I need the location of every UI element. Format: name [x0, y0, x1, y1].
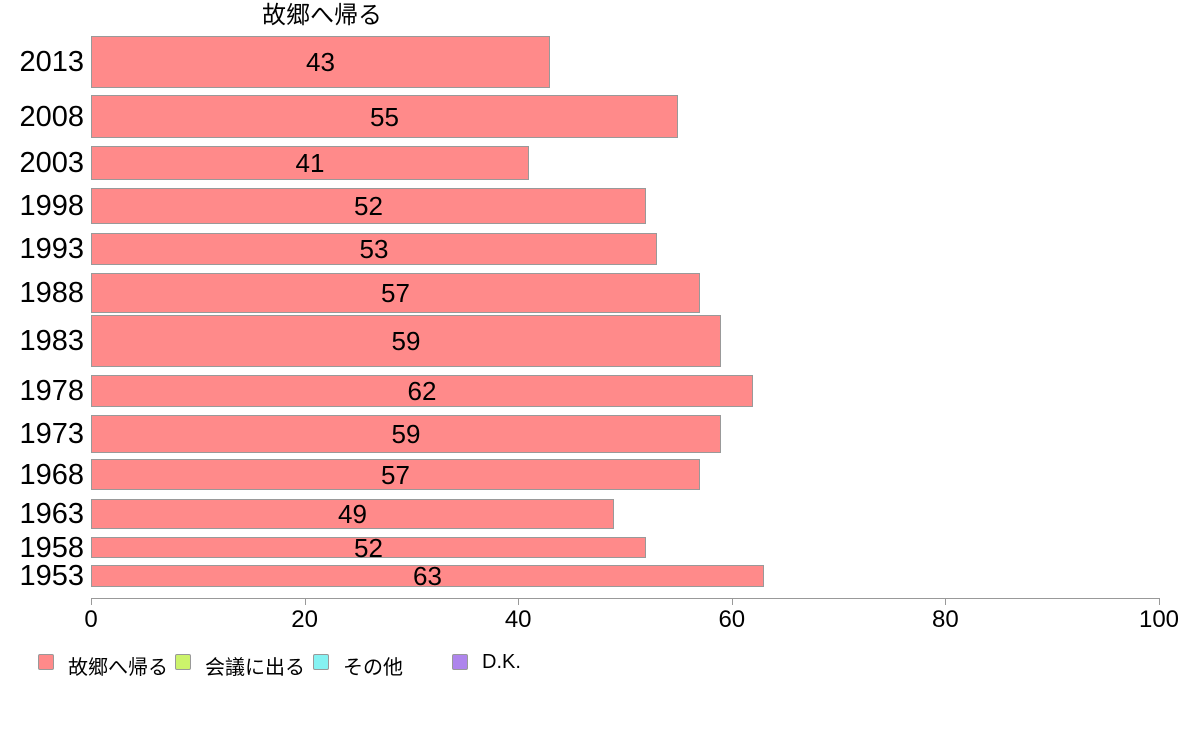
x-axis-tick: [304, 598, 306, 605]
x-axis-line: [91, 598, 1159, 599]
bar-value-label: 53: [359, 234, 389, 264]
bar: 49: [91, 499, 614, 529]
legend-label: 会議に出る: [205, 657, 305, 679]
y-axis-label: 1963: [19, 498, 84, 530]
x-axis-tick: [91, 598, 92, 605]
x-axis-tick: [1159, 598, 1160, 605]
x-axis-tick: [518, 598, 520, 605]
bar-value-label: 57: [381, 278, 410, 308]
bar-value-label: 52: [354, 191, 383, 221]
y-axis-label: 1953: [19, 560, 84, 592]
x-axis-tick-label: 60: [718, 606, 746, 633]
x-axis-tick: [945, 598, 947, 605]
x-axis-tick-label: 40: [504, 606, 532, 633]
bar-value-label: 59: [391, 326, 421, 356]
y-axis-label: 1978: [19, 375, 84, 407]
legend-swatch: [175, 654, 191, 670]
bar-value-label: 62: [407, 376, 437, 406]
bar-value-label: 57: [381, 459, 410, 490]
bar-value-label: 59: [391, 419, 421, 449]
bar: 62: [91, 375, 753, 407]
y-axis-label: 1958: [19, 531, 84, 564]
y-axis-label: 1983: [19, 325, 84, 357]
y-axis-label: 2003: [19, 147, 84, 179]
x-axis-tick-label: 100: [1138, 606, 1180, 633]
x-axis-tick-label: 80: [932, 606, 959, 633]
bar: 52: [91, 533, 646, 563]
y-axis-label: 1968: [19, 458, 84, 491]
x-axis-tick-label: 0: [84, 606, 98, 633]
bar-value-label: 55: [370, 101, 399, 132]
bar: 59: [91, 315, 721, 367]
bar-value-label: 49: [338, 499, 367, 529]
legend-label: 故郷へ帰る: [68, 657, 168, 679]
legend-swatch: [38, 654, 54, 670]
bar: 63: [91, 561, 764, 591]
bar: 43: [91, 36, 550, 88]
legend-swatch: [313, 654, 329, 670]
legend-label: D.K.: [482, 651, 521, 673]
y-axis-label: 1998: [19, 190, 84, 222]
bar: 52: [91, 188, 646, 224]
bar: 41: [91, 146, 529, 180]
bar-value-label: 41: [295, 148, 325, 178]
x-axis-tick: [731, 598, 733, 605]
y-axis-label: 2008: [19, 100, 84, 133]
y-axis-label: 1988: [19, 277, 84, 309]
x-axis-tick-label: 20: [291, 606, 318, 633]
bar-value-label: 63: [413, 561, 442, 591]
y-axis-label: 2013: [19, 46, 84, 78]
bar: 55: [91, 95, 678, 138]
bar: 59: [91, 415, 721, 453]
chart-title: 故郷へ帰る: [262, 2, 382, 29]
y-axis-label: 1993: [19, 233, 84, 265]
bar-value-label: 43: [306, 47, 335, 77]
bar: 57: [91, 273, 700, 313]
y-axis-label: 1973: [19, 418, 84, 450]
legend-label: その他: [343, 657, 403, 679]
bar: 53: [91, 233, 657, 265]
legend-swatch: [452, 654, 468, 670]
bar-value-label: 52: [354, 532, 383, 563]
bar: 57: [91, 459, 700, 490]
